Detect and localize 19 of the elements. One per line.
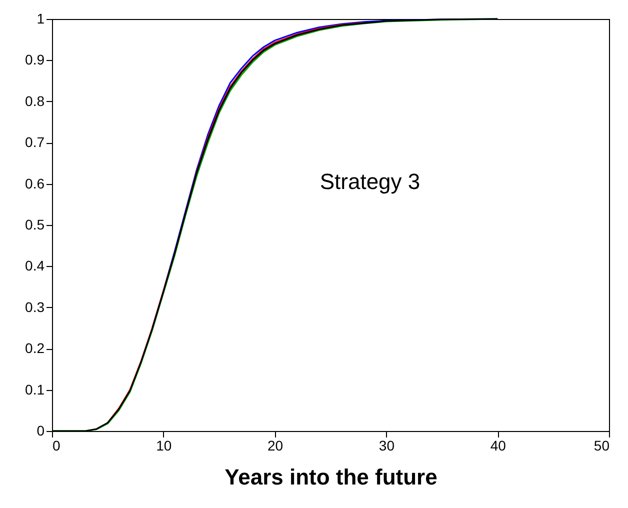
x-tick-label: 40 (490, 438, 506, 454)
y-tick-label: 0.9 (25, 52, 45, 68)
x-tick-label: 30 (378, 438, 395, 454)
y-tick-label: 0.5 (25, 216, 45, 232)
y-tick-label: 0.7 (25, 134, 45, 150)
y-tick-label: 0.2 (25, 340, 45, 356)
x-tick-label: 20 (268, 438, 284, 454)
y-tick-label: 0.4 (25, 258, 45, 274)
x-tick-label: 0 (52, 438, 60, 454)
x-axis-title: Years into the future (224, 464, 438, 490)
x-tick-label: 10 (156, 438, 172, 454)
x-tick-label: 50 (594, 438, 610, 454)
y-tick-label: 0.3 (25, 298, 45, 315)
y-tick-label: 0.8 (25, 92, 45, 109)
y-tick-label: 0 (36, 422, 45, 438)
y-tick-label: 0.6 (25, 175, 45, 192)
y-tick-label: 1 (36, 10, 45, 26)
y-tick-label: 0.1 (25, 381, 45, 398)
annotation: Strategy 3 (320, 169, 420, 194)
